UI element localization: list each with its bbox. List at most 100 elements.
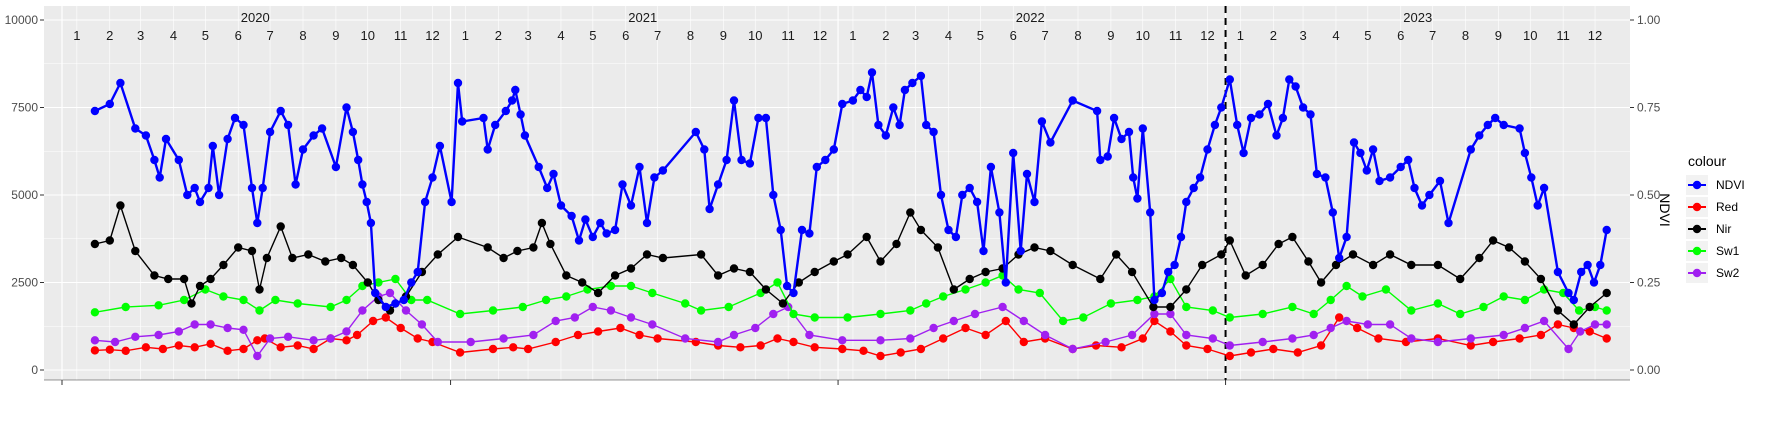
data-point-sw2: [970, 309, 980, 319]
series-sw1: [90, 271, 1611, 326]
data-point-sw2: [929, 323, 938, 333]
data-point-ndvi: [150, 155, 159, 165]
data-point-nir: [829, 257, 838, 266]
data-point-ndvi: [754, 113, 763, 123]
data-point-sw2: [326, 334, 335, 343]
data-point-ndvi: [1312, 169, 1322, 179]
data-point-sw1: [90, 308, 100, 317]
data-point-sw2: [433, 337, 442, 347]
data-point-red: [1353, 323, 1362, 333]
month-label: 3: [524, 28, 531, 43]
data-point-ndvi: [995, 208, 1004, 217]
month-label: 1: [1237, 28, 1244, 43]
month-label: 4: [1332, 28, 1339, 43]
month-label: 10: [1136, 28, 1150, 43]
data-point-red: [551, 337, 560, 347]
data-point-ndvi: [838, 99, 847, 109]
data-point-sw1: [293, 299, 302, 308]
data-point-ndvi: [848, 96, 858, 105]
data-point-nir: [1585, 302, 1594, 312]
data-point-red: [1488, 337, 1498, 347]
data-point-ndvi: [105, 99, 115, 109]
data-point-ndvi: [258, 183, 267, 193]
month-label: 2: [882, 28, 889, 43]
data-point-ndvi: [131, 124, 140, 133]
data-point-red: [509, 343, 518, 352]
legend-item-ndvi: NDVI: [1686, 175, 1745, 195]
data-point-ndvi: [1022, 169, 1032, 179]
data-point-ndvi: [1255, 110, 1264, 119]
data-point-sw2: [681, 334, 690, 343]
data-point-sw1: [1456, 309, 1465, 319]
data-point-nir: [933, 243, 943, 252]
data-point-ndvi: [90, 106, 100, 116]
y2-tick-label: 0.75: [1637, 101, 1661, 115]
data-point-sw1: [1133, 295, 1142, 305]
data-point-ndvi: [856, 85, 865, 95]
legend-title: colour: [1688, 153, 1726, 169]
data-point-ndvi: [900, 85, 910, 95]
data-point-nir: [348, 260, 358, 270]
data-point-sw2: [1068, 344, 1077, 354]
data-point-ndvi: [1092, 106, 1102, 116]
data-point-ndvi: [713, 180, 723, 189]
data-point-red: [276, 343, 285, 352]
data-point-nir: [658, 253, 668, 263]
data-point-sw2: [1520, 323, 1530, 333]
data-point-ndvi: [567, 211, 576, 221]
data-point-nir: [288, 253, 297, 263]
data-point-sw2: [190, 320, 199, 329]
month-label: 12: [813, 28, 827, 43]
grid-lines: [44, 6, 1630, 380]
data-point-ndvi: [862, 92, 871, 102]
data-point-nir: [537, 218, 547, 228]
data-point-nir: [1198, 260, 1207, 270]
data-point-ndvi: [230, 113, 240, 123]
data-point-ndvi: [1129, 173, 1138, 182]
data-point-ndvi: [1150, 295, 1159, 305]
month-label: 7: [266, 28, 273, 43]
data-point-ndvi: [1527, 173, 1536, 182]
data-point-sw1: [1288, 302, 1297, 312]
data-point-nir: [453, 232, 463, 242]
month-label: 12: [1200, 28, 1214, 43]
month-label: 8: [1462, 28, 1469, 43]
data-point-ndvi: [812, 162, 821, 172]
data-point-nir: [90, 239, 100, 249]
data-point-nir: [1274, 239, 1283, 249]
data-point-ndvi: [479, 113, 488, 123]
data-point-ndvi: [1189, 183, 1198, 193]
data-point-red: [616, 323, 625, 333]
data-point-sw2: [570, 313, 579, 322]
y-tick-label: 7500: [11, 101, 38, 115]
data-point-sw1: [626, 281, 636, 291]
data-point-ndvi: [1016, 246, 1025, 256]
month-label: 9: [720, 28, 727, 43]
month-label: 10: [748, 28, 762, 43]
month-label: 6: [235, 28, 242, 43]
data-point-nir: [255, 285, 264, 294]
data-point-ndvi: [453, 78, 463, 88]
data-point-ndvi: [1349, 138, 1359, 147]
data-point-ndvi: [358, 180, 367, 189]
data-point-ndvi: [1182, 197, 1191, 207]
data-point-ndvi: [874, 120, 883, 130]
data-point-ndvi: [881, 131, 890, 140]
data-point-sw1: [1433, 299, 1443, 308]
month-label: 8: [299, 28, 306, 43]
data-point-nir: [1407, 260, 1416, 270]
legend-key-point: [1692, 224, 1702, 234]
data-point-ndvi: [1285, 75, 1294, 84]
data-point-sw1: [1358, 292, 1367, 301]
data-point-ndvi: [618, 180, 627, 189]
data-point-ndvi: [435, 141, 445, 151]
data-point-ndvi: [1577, 267, 1586, 277]
data-point-sw1: [326, 302, 335, 312]
data-point-sw1: [455, 309, 465, 319]
data-point-nir: [131, 246, 140, 256]
data-point-nir: [1602, 288, 1611, 298]
data-point-ndvi: [1046, 138, 1055, 147]
data-point-ndvi: [1103, 152, 1112, 161]
data-point-ndvi: [556, 201, 566, 210]
data-point-sw1: [1520, 295, 1530, 305]
